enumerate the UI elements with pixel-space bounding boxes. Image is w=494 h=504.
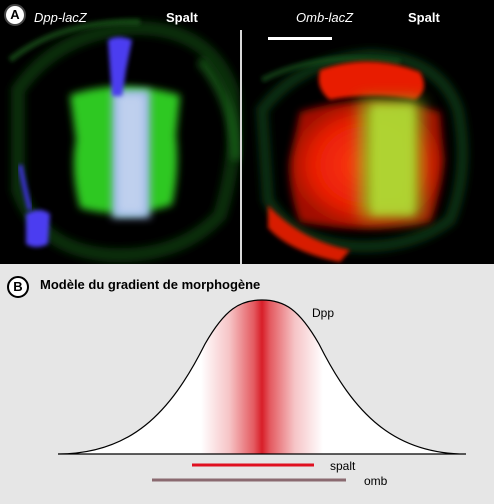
omb-lacz-label: Omb-lacZ (296, 10, 354, 25)
panel-b-letter: B (7, 276, 29, 298)
micrograph-canvas (8, 18, 469, 264)
image-divider (240, 30, 242, 264)
panel-a-letter: A (4, 4, 26, 26)
panel-b-title: Modèle du gradient de morphogène (40, 277, 261, 292)
panel-a-micrographs: A Dpp-lacZ Spalt Omb-lacZ Spalt (0, 0, 494, 264)
gradient-diagram: Dpp spalt omb (57, 299, 467, 488)
spalt-label: spalt (330, 459, 356, 473)
omb-label: omb (364, 474, 388, 488)
omb-disc-image (255, 48, 469, 262)
dpp-disc-image (8, 18, 242, 263)
dpp-lacz-label: Dpp-lacZ (34, 10, 87, 25)
dpp-gradient-curve (57, 299, 467, 455)
scale-bar (268, 37, 332, 40)
left-spalt-label: Spalt (166, 10, 198, 25)
dpp-curve-label: Dpp (312, 306, 334, 320)
right-spalt-label: Spalt (408, 10, 440, 25)
